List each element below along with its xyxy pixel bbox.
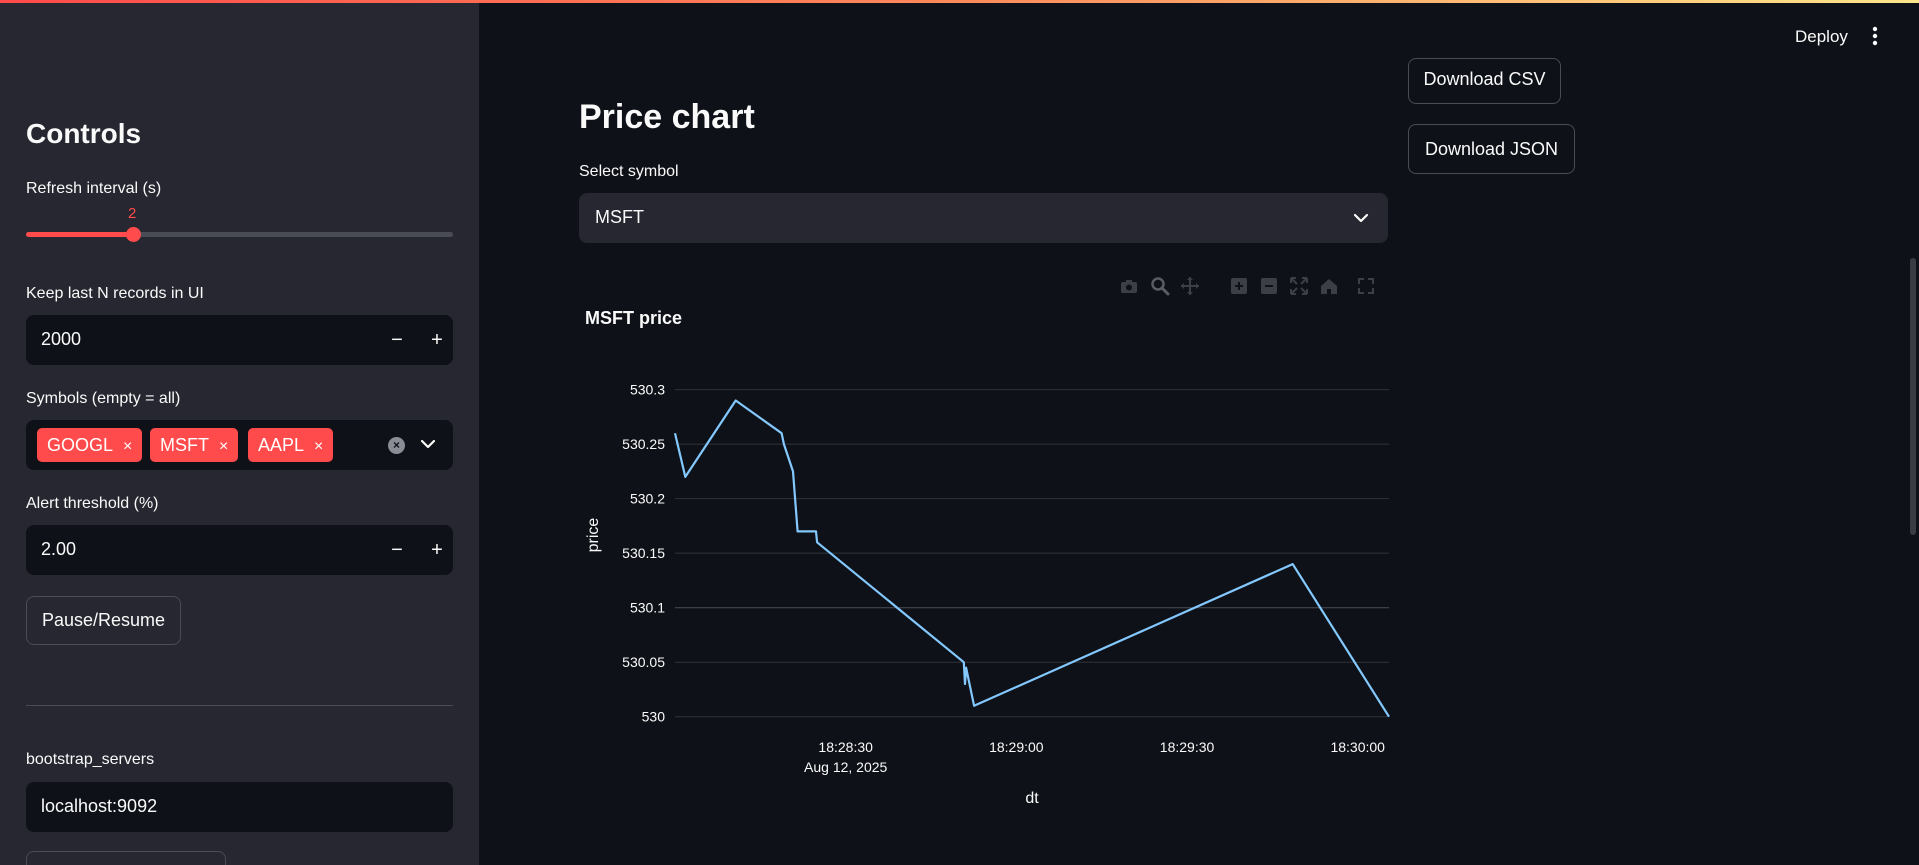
alert-threshold-input[interactable]: 2.00 − +: [26, 525, 453, 575]
page-title: Price chart: [579, 98, 755, 136]
autoscale-icon[interactable]: [1288, 275, 1310, 297]
price-chart[interactable]: 530 530.05 530.1 530.15 530.2 530.25 530.3 18:2…: [579, 370, 1391, 820]
symbol-chip-googl: GOOGL ×: [37, 428, 143, 462]
remove-chip-icon[interactable]: ×: [123, 438, 133, 455]
x-tick-label: 18:30:00: [1330, 739, 1385, 755]
x-tick-date-label: Aug 12, 2025: [804, 759, 888, 775]
bootstrap-servers-value: localhost:9092: [41, 796, 158, 816]
refresh-interval-value: 2: [128, 205, 137, 222]
keep-records-input[interactable]: 2000 − +: [26, 315, 453, 365]
zoom-in-icon[interactable]: [1228, 275, 1250, 297]
y-axis-title: price: [585, 518, 602, 553]
download-csv-button[interactable]: Download CSV: [1408, 58, 1561, 104]
camera-icon[interactable]: [1118, 275, 1140, 297]
y-tick-label: 530.2: [630, 491, 665, 507]
slider-thumb[interactable]: [125, 227, 141, 242]
keep-records-label: Keep last N records in UI: [26, 285, 204, 302]
symbol-select-value: MSFT: [595, 207, 644, 227]
x-tick-label: 18:28:30: [818, 739, 873, 755]
top-accent-bar: [0, 0, 1919, 3]
alert-threshold-label: Alert threshold (%): [26, 495, 159, 512]
zoom-icon[interactable]: [1149, 275, 1171, 297]
refresh-interval-slider[interactable]: [26, 227, 453, 242]
symbol-chip-label: AAPL: [258, 435, 305, 455]
sidebar-next-button[interactable]: [26, 851, 226, 865]
sidebar-divider: [26, 705, 453, 706]
keep-records-increment-button[interactable]: +: [431, 329, 443, 351]
download-json-button[interactable]: Download JSON: [1408, 124, 1575, 174]
y-tick-label: 530.3: [630, 382, 665, 398]
keep-records-decrement-button[interactable]: −: [391, 329, 403, 351]
x-tick-label: 18:29:00: [989, 739, 1044, 755]
symbols-multiselect[interactable]: GOOGL × MSFT × AAPL × ×: [26, 420, 453, 470]
symbol-chip-msft: MSFT ×: [150, 428, 239, 462]
page-scrollbar[interactable]: [1910, 258, 1916, 535]
remove-chip-icon[interactable]: ×: [219, 438, 229, 455]
symbol-select[interactable]: MSFT: [579, 193, 1388, 243]
y-tick-label: 530.1: [630, 600, 665, 616]
x-axis-title: dt: [1025, 790, 1039, 807]
alert-threshold-value: 2.00: [41, 539, 77, 559]
symbol-chip-aapl: AAPL ×: [248, 428, 334, 462]
slider-fill: [26, 232, 133, 237]
select-symbol-label: Select symbol: [579, 163, 679, 180]
remove-chip-icon[interactable]: ×: [314, 438, 324, 455]
refresh-interval-label: Refresh interval (s): [26, 180, 162, 197]
symbols-label: Symbols (empty = all): [26, 390, 181, 407]
download-csv-label: Download CSV: [1423, 69, 1546, 89]
symbol-chip-label: GOOGL: [47, 435, 114, 455]
main-menu-icon[interactable]: [1872, 26, 1878, 46]
download-json-label: Download JSON: [1424, 139, 1559, 159]
y-tick-label: 530.15: [622, 545, 665, 561]
x-tick-label: 18:29:30: [1160, 739, 1215, 755]
alert-threshold-increment-button[interactable]: +: [431, 539, 443, 561]
chart-title: MSFT price: [585, 308, 683, 328]
price-series-line: [673, 399, 1390, 718]
sidebar-title: Controls: [26, 118, 142, 149]
chevron-down-icon[interactable]: [418, 432, 438, 456]
zoom-out-icon[interactable]: [1258, 275, 1280, 297]
bootstrap-servers-input[interactable]: localhost:9092: [26, 782, 453, 832]
pan-icon[interactable]: [1179, 275, 1201, 297]
keep-records-value: 2000: [41, 329, 82, 349]
y-tick-label: 530.25: [622, 436, 665, 452]
home-icon[interactable]: [1318, 275, 1340, 297]
fullscreen-icon[interactable]: [1355, 275, 1377, 297]
y-tick-label: 530: [642, 709, 666, 725]
y-tick-label: 530.05: [622, 654, 665, 670]
sidebar: Controls Refresh interval (s) 2 Keep las…: [0, 0, 479, 865]
deploy-button[interactable]: Deploy: [1795, 27, 1848, 46]
clear-all-icon[interactable]: ×: [388, 437, 405, 454]
bootstrap-servers-label: bootstrap_servers: [26, 751, 155, 768]
pause-resume-button[interactable]: Pause/Resume: [26, 596, 181, 645]
alert-threshold-decrement-button[interactable]: −: [391, 539, 403, 561]
symbol-chip-label: MSFT: [160, 435, 209, 455]
chevron-down-icon: [1353, 213, 1369, 223]
